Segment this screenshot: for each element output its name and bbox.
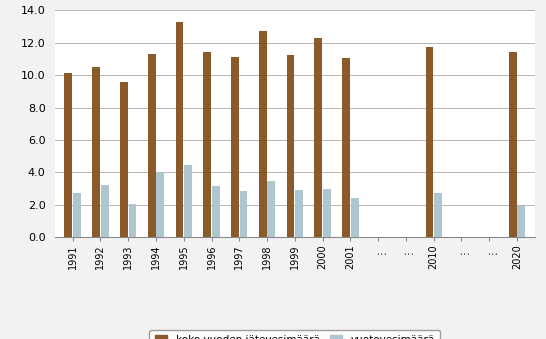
Bar	[92, 67, 100, 237]
Bar	[73, 194, 81, 237]
Bar	[323, 188, 331, 237]
Bar	[342, 58, 350, 237]
Legend: koko vuoden jätevesimäärä, vuotovesimäärä: koko vuoden jätevesimäärä, vuotovesimäär…	[150, 330, 440, 339]
Bar	[425, 47, 434, 237]
Bar	[351, 198, 359, 237]
Bar	[287, 55, 294, 237]
Bar	[129, 204, 136, 237]
Bar	[203, 52, 211, 237]
Bar	[184, 165, 192, 237]
Bar	[156, 173, 164, 237]
Bar	[314, 38, 322, 237]
Bar	[148, 54, 156, 237]
Bar	[518, 206, 525, 237]
Bar	[509, 52, 517, 237]
Bar	[64, 73, 72, 237]
Bar	[176, 22, 183, 237]
Bar	[231, 57, 239, 237]
Bar	[259, 31, 266, 237]
Bar	[268, 181, 275, 237]
Bar	[120, 82, 128, 237]
Bar	[295, 190, 303, 237]
Bar	[240, 191, 247, 237]
Bar	[101, 185, 109, 237]
Bar	[434, 194, 442, 237]
Bar	[212, 186, 219, 237]
